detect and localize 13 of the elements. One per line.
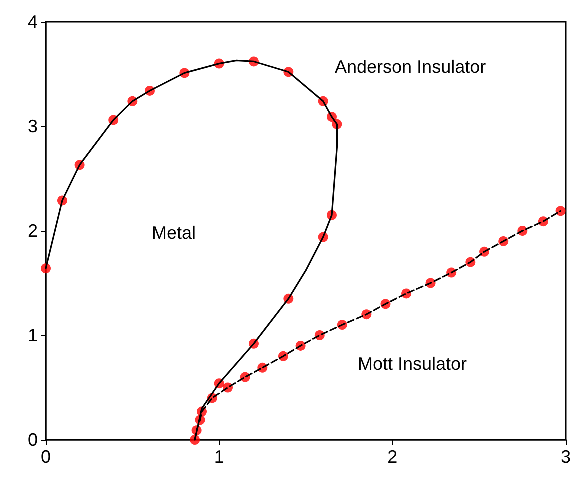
y-tick-label: 4 xyxy=(28,12,38,32)
x-tick-label: 1 xyxy=(214,447,224,467)
annotation: Metal xyxy=(152,223,196,243)
y-tick-label: 3 xyxy=(28,116,38,136)
y-tick-label: 0 xyxy=(28,430,38,450)
point xyxy=(556,206,566,216)
y-tick-label: 2 xyxy=(28,221,38,241)
annotation: Mott Insulator xyxy=(358,354,468,374)
y-tick-label: 1 xyxy=(28,326,38,346)
x-tick-label: 0 xyxy=(40,447,52,467)
x-tick-label: 3 xyxy=(560,447,571,467)
x-tick-label: 2 xyxy=(388,447,398,467)
annotation: Anderson Insulator xyxy=(335,57,486,77)
